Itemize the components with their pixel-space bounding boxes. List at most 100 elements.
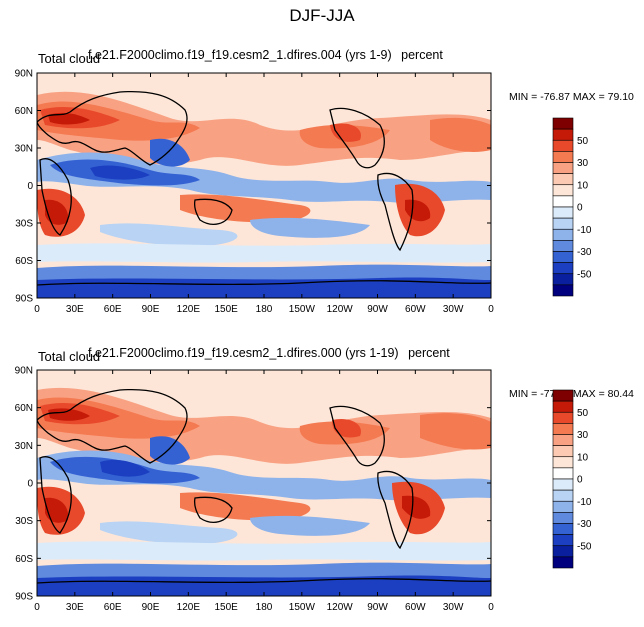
lon-tick-label: 60W (405, 602, 426, 613)
lon-tick-label: 150E (214, 602, 238, 613)
lat-tick-label: 30S (15, 516, 33, 527)
lat-tick-label: 90N (15, 69, 33, 80)
colorbar-box (552, 251, 574, 263)
colorbar-box (552, 162, 574, 174)
lon-tick-label: 120E (177, 602, 201, 613)
lon-tick-label: 0 (34, 304, 40, 315)
lon-tick-label: 30E (66, 304, 84, 315)
lat-tick-label: 0 (27, 479, 33, 490)
colorbar-label: 50 (577, 408, 589, 419)
colorbar-box (552, 389, 574, 402)
lat-tick-label: 30N (15, 441, 33, 452)
cloud-field (37, 73, 491, 298)
lat-tick-label: 30N (15, 144, 33, 155)
coastlines (37, 388, 491, 584)
lon-tick-label: 150W (289, 602, 316, 613)
lon-tick-label: 60E (104, 304, 122, 315)
colorbar-label: -30 (577, 519, 592, 530)
colorbar-box (552, 534, 574, 547)
colorbar-box (552, 556, 574, 569)
colorbar-label: -50 (577, 541, 592, 552)
colorbar-box (552, 206, 574, 219)
lon-tick-label: 30W (443, 304, 464, 315)
lon-tick-label: 60W (405, 304, 426, 315)
colorbar-box (552, 411, 574, 424)
colorbar-label: 30 (577, 430, 589, 441)
panel-center-title: f.e21.F2000climo.f19_f19.cesm2_1.dfires.… (88, 48, 443, 62)
colorbar-box (552, 262, 574, 275)
colorbar-label: 10 (577, 452, 589, 463)
lon-tick-label: 30E (66, 602, 84, 613)
run-name: f.e21.F2000climo.f19_f19.cesm2_1.dfires.… (88, 346, 399, 360)
colorbar-box (552, 284, 574, 297)
min-max-label: MIN = -76.87 MAX = 79.10 (509, 91, 634, 103)
lat-tick-label: 60S (15, 554, 33, 565)
colorbar-box (552, 273, 574, 286)
colorbar: 50 30 10 0 -10 -30 -50 (552, 389, 592, 569)
coastlines (37, 90, 491, 286)
colorbar-box (552, 423, 574, 435)
colorbar-box (552, 523, 574, 535)
colorbar-box (552, 240, 574, 252)
lon-tick-label: 90W (367, 304, 388, 315)
lat-tick-label: 30S (15, 219, 33, 230)
lat-tick-label: 90S (15, 592, 33, 603)
colorbar-box (552, 400, 574, 413)
lon-tick-label: 0 (488, 304, 494, 315)
lon-tick-label: 60E (104, 602, 122, 613)
lat-tick-label: 90N (15, 366, 33, 377)
colorbar-box (552, 151, 574, 163)
colorbar-box (552, 500, 574, 513)
colorbar: 50 30 10 0 -10 -30 -50 (552, 117, 592, 297)
colorbar-box (552, 128, 574, 141)
colorbar-box (552, 478, 574, 491)
cloud-field (37, 370, 491, 596)
colorbar-label: -10 (577, 497, 592, 508)
units-label: percent (408, 346, 450, 360)
colorbar-box (552, 173, 574, 186)
lat-tick-label: 60S (15, 256, 33, 267)
lon-tick-label: 150W (289, 304, 316, 315)
lon-tick-label: 90E (142, 304, 160, 315)
run-name: f.e21.F2000climo.f19_f19.cesm2_1.dfires.… (88, 48, 392, 62)
colorbar-box (552, 195, 574, 208)
colorbar-box (552, 184, 574, 197)
units-label: percent (401, 48, 443, 62)
lon-tick-label: 90E (142, 602, 160, 613)
colorbar-box (552, 139, 574, 152)
colorbar-label: -10 (577, 225, 592, 236)
colorbar-label: -50 (577, 269, 592, 280)
colorbar-label: 0 (577, 203, 583, 214)
lon-tick-label: 0 (34, 602, 40, 613)
colorbar-label: -30 (577, 247, 592, 258)
colorbar-box (552, 434, 574, 446)
colorbar-box (552, 545, 574, 558)
colorbar-box (552, 117, 574, 130)
lat-tick-label: 60N (15, 106, 33, 117)
colorbar-box (552, 512, 574, 524)
colorbar-label: 30 (577, 158, 589, 169)
lat-tick-label: 90S (15, 294, 33, 305)
colorbar-label: 50 (577, 136, 589, 147)
lon-tick-label: 120W (327, 602, 354, 613)
lon-tick-label: 180 (256, 304, 273, 315)
colorbar-box (552, 217, 574, 230)
lon-tick-label: 0 (488, 602, 494, 613)
lon-tick-label: 30W (443, 602, 464, 613)
lon-tick-label: 120W (327, 304, 354, 315)
colorbar-box (552, 467, 574, 480)
lon-tick-label: 150E (214, 304, 238, 315)
panel-left-title: Total cloud (38, 51, 101, 66)
lon-tick-label: 90W (367, 602, 388, 613)
lon-tick-label: 120E (177, 304, 201, 315)
colorbar-box (552, 445, 574, 458)
colorbar-label: 10 (577, 180, 589, 191)
colorbar-box (552, 489, 574, 502)
lon-tick-label: 180 (256, 602, 273, 613)
lat-tick-label: 0 (27, 181, 33, 192)
colorbar-box (552, 456, 574, 469)
